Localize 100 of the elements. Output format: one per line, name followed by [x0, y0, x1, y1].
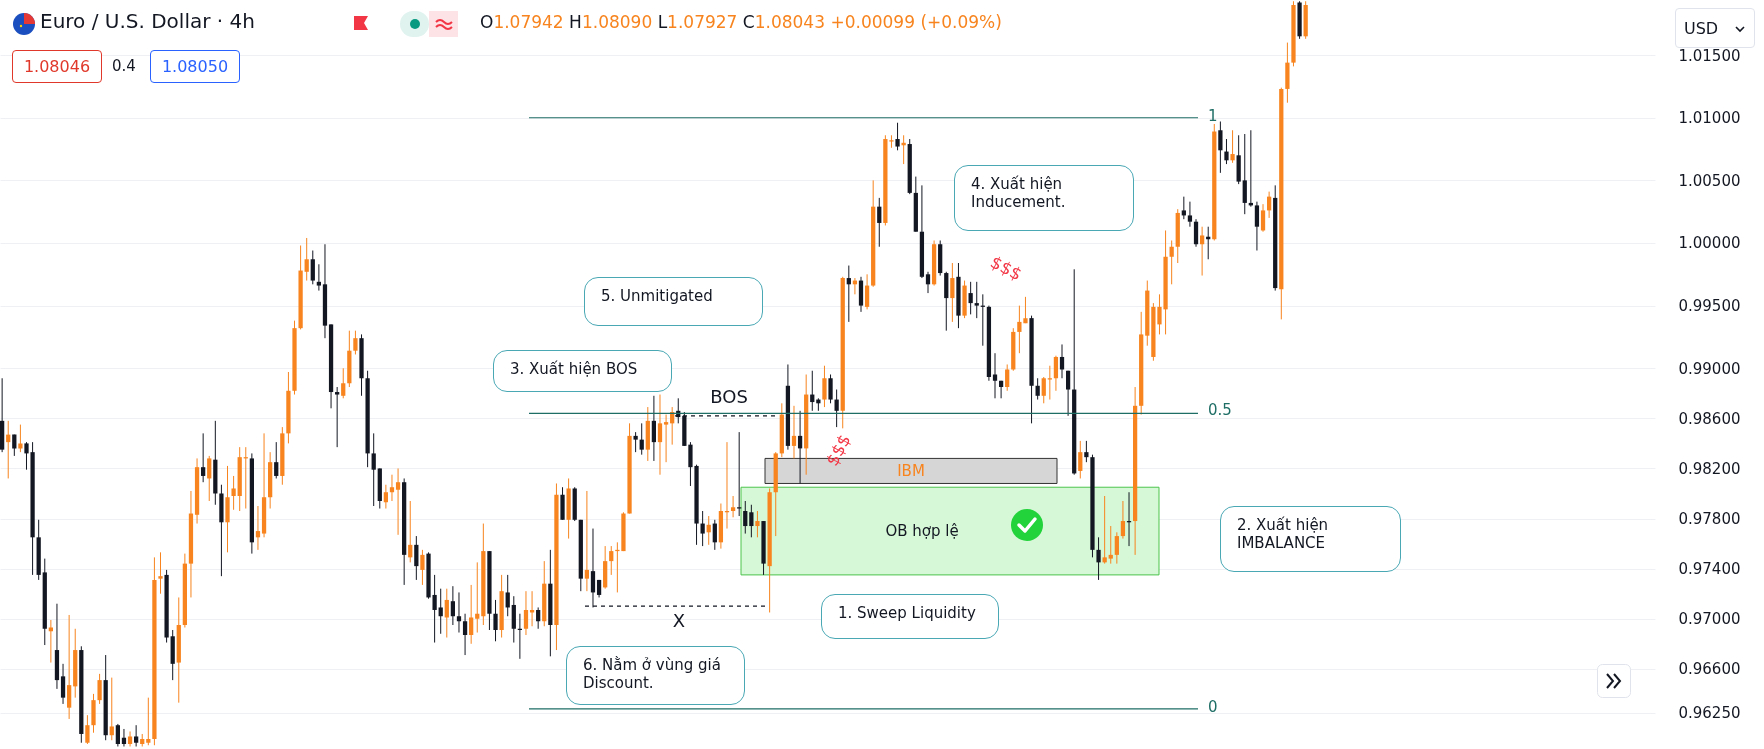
y-tick-label: 0.97400	[1678, 560, 1741, 579]
candlestick	[755, 510, 760, 538]
annotation: 3. Xuất hiện BOS	[510, 360, 638, 378]
y-tick-label: 1.00500	[1678, 171, 1741, 190]
candlestick	[737, 431, 742, 517]
annotation: $$$	[821, 430, 855, 470]
candlestick	[950, 262, 955, 323]
candlestick	[274, 441, 279, 479]
speech-bubble: 4. Xuất hiện Inducement.	[954, 165, 1134, 231]
candlestick	[158, 551, 163, 595]
candlestick	[797, 410, 803, 484]
candlestick	[1242, 133, 1247, 215]
candlestick	[828, 374, 833, 404]
y-tick-label: 1.01500	[1678, 46, 1741, 65]
candlestick	[1114, 531, 1119, 565]
speech-bubble: 3. Xuất hiện BOS	[493, 350, 672, 392]
candlestick	[231, 475, 236, 511]
y-tick-label: 0.99000	[1678, 359, 1741, 378]
ref-line-label: X	[672, 610, 686, 632]
candlestick	[60, 663, 66, 705]
candlestick	[383, 484, 389, 510]
candlestick	[395, 467, 401, 536]
annotation: 0.5	[1208, 401, 1232, 419]
annotation: 1.08046	[23, 57, 91, 76]
annotation: 1. Sweep Liquidity	[838, 604, 976, 622]
candlestick	[877, 197, 882, 248]
candlestick	[67, 614, 72, 720]
candlestick	[791, 405, 797, 459]
candlestick	[1169, 239, 1174, 285]
speech-bubble: 6. Nằm ở vùng giá Discount.	[566, 646, 745, 705]
candlestick	[462, 613, 468, 656]
band-label: OB hợp lệ	[885, 522, 959, 541]
candlestick	[1260, 203, 1266, 233]
speech-bubble: 5. Unmitigated	[584, 277, 763, 326]
candlestick	[1096, 536, 1101, 581]
speech-bubble: 2. Xuất hiện IMBALANCE	[1220, 506, 1401, 572]
candlestick	[493, 599, 498, 642]
candlestick	[584, 490, 590, 592]
candlestick	[1218, 120, 1223, 174]
y-tick-label: 0.98200	[1678, 459, 1741, 478]
candlestick	[97, 673, 102, 705]
candlestick	[974, 281, 979, 319]
candlestick	[1230, 129, 1235, 164]
candlestick	[925, 271, 931, 294]
candlestick	[1035, 377, 1040, 401]
price-box: 1.08046	[12, 50, 102, 83]
speech-bubble: 1. Sweep Liquidity	[821, 594, 999, 639]
candlestick	[712, 519, 717, 551]
y-tick-label: 1.00000	[1678, 234, 1741, 253]
candlestick	[1199, 226, 1205, 277]
annotation: 4. Xuất hiện Inducement.	[971, 175, 1066, 211]
candlestick	[420, 549, 425, 586]
candlestick	[700, 510, 705, 547]
candlestick	[663, 414, 669, 463]
candlestick	[1005, 363, 1010, 392]
candlestick	[85, 714, 90, 745]
candlestick	[353, 330, 358, 355]
y-tick-label: 0.98600	[1678, 409, 1741, 428]
candlestick	[438, 588, 443, 635]
y-tick-label: 0.99500	[1678, 297, 1741, 316]
candlestick	[304, 237, 309, 282]
candlestick	[895, 122, 900, 151]
candlestick	[1108, 525, 1113, 565]
candlestick	[469, 584, 474, 645]
candlestick	[730, 495, 736, 518]
candlestick	[633, 431, 638, 453]
candlestick	[523, 590, 529, 636]
candlestick	[651, 395, 657, 462]
candlestick	[371, 432, 376, 507]
candlestick	[511, 595, 516, 644]
band-label: IBM	[897, 461, 925, 480]
candlestick	[201, 432, 206, 483]
candlestick	[456, 591, 462, 634]
candlestick	[207, 455, 212, 502]
candlestick	[639, 422, 644, 456]
candlestick	[822, 365, 827, 408]
candlestick	[134, 724, 139, 747]
candlestick	[536, 606, 541, 630]
annotation: 5. Unmitigated	[601, 287, 713, 305]
ref-line-label: BOS	[710, 385, 748, 407]
candlestick	[1181, 196, 1186, 220]
candlestick	[657, 394, 663, 476]
annotation: 1.08050	[161, 57, 229, 76]
candlestick	[743, 500, 748, 535]
candlestick	[475, 561, 480, 634]
candlestick	[609, 545, 614, 576]
candlestick	[1078, 440, 1083, 479]
candlestick	[1120, 500, 1126, 540]
annotation: 0.4	[112, 57, 136, 75]
candlestick	[444, 588, 449, 639]
candlestick	[1193, 218, 1199, 248]
candlestick	[1065, 370, 1071, 417]
candlestick	[505, 574, 510, 617]
candlestick	[1187, 201, 1193, 228]
text: Euro / U.S. Dollar · 4h	[40, 9, 255, 33]
annotation: 0	[1208, 698, 1218, 716]
y-tick-label: 1.01000	[1678, 109, 1741, 128]
candlestick	[146, 697, 151, 746]
candlestick	[1053, 355, 1059, 392]
candlestick	[749, 504, 754, 538]
